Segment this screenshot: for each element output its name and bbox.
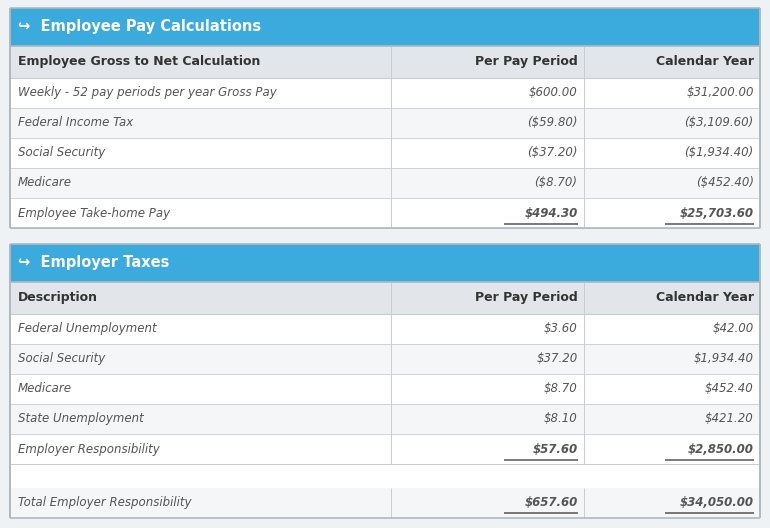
- Text: Per Pay Period: Per Pay Period: [475, 291, 578, 304]
- Text: $37.20: $37.20: [536, 352, 578, 365]
- Bar: [10, 374, 760, 404]
- Bar: [10, 464, 760, 488]
- Bar: [10, 314, 760, 344]
- Text: ($59.80): ($59.80): [527, 116, 578, 129]
- Text: Calendar Year: Calendar Year: [656, 291, 754, 304]
- Text: Employer Responsibility: Employer Responsibility: [18, 442, 159, 456]
- Text: $2,850.00: $2,850.00: [688, 442, 754, 456]
- Text: $34,050.00: $34,050.00: [680, 496, 754, 510]
- Bar: [10, 488, 760, 518]
- Text: $42.00: $42.00: [712, 322, 754, 335]
- Text: Employee Take-home Pay: Employee Take-home Pay: [18, 206, 170, 220]
- Text: $31,200.00: $31,200.00: [686, 86, 754, 99]
- Bar: [10, 282, 760, 314]
- Text: ($452.40): ($452.40): [696, 176, 754, 190]
- Text: $657.60: $657.60: [524, 496, 578, 510]
- Bar: [10, 244, 760, 282]
- Text: Medicare: Medicare: [18, 382, 72, 395]
- Text: $25,703.60: $25,703.60: [680, 206, 754, 220]
- Text: Employee Gross to Net Calculation: Employee Gross to Net Calculation: [18, 55, 260, 68]
- Text: State Unemployment: State Unemployment: [18, 412, 143, 426]
- Text: $57.60: $57.60: [532, 442, 578, 456]
- Bar: [10, 138, 760, 168]
- Bar: [10, 434, 760, 464]
- Bar: [10, 78, 760, 108]
- Bar: [10, 108, 760, 138]
- Bar: [10, 46, 760, 78]
- Text: $421.20: $421.20: [705, 412, 754, 426]
- Text: $452.40: $452.40: [705, 382, 754, 395]
- Bar: [10, 344, 760, 374]
- Bar: [10, 168, 760, 198]
- Text: Federal Income Tax: Federal Income Tax: [18, 116, 133, 129]
- Text: ↪  Employer Taxes: ↪ Employer Taxes: [18, 256, 169, 270]
- Bar: [10, 8, 760, 46]
- Text: $600.00: $600.00: [529, 86, 578, 99]
- Text: ($1,934.40): ($1,934.40): [685, 146, 754, 159]
- Text: ($3,109.60): ($3,109.60): [685, 116, 754, 129]
- Text: $3.60: $3.60: [544, 322, 578, 335]
- Text: Social Security: Social Security: [18, 352, 105, 365]
- Text: Social Security: Social Security: [18, 146, 105, 159]
- Text: Total Employer Responsibility: Total Employer Responsibility: [18, 496, 191, 510]
- Text: ↪  Employee Pay Calculations: ↪ Employee Pay Calculations: [18, 20, 261, 34]
- Text: ($8.70): ($8.70): [534, 176, 578, 190]
- Text: Calendar Year: Calendar Year: [656, 55, 754, 68]
- Text: Federal Unemployment: Federal Unemployment: [18, 322, 156, 335]
- Text: Weekly - 52 pay periods per year Gross Pay: Weekly - 52 pay periods per year Gross P…: [18, 86, 276, 99]
- Text: $1,934.40: $1,934.40: [694, 352, 754, 365]
- Text: ($37.20): ($37.20): [527, 146, 578, 159]
- Text: Medicare: Medicare: [18, 176, 72, 190]
- Bar: [10, 404, 760, 434]
- Text: $8.10: $8.10: [544, 412, 578, 426]
- Text: $494.30: $494.30: [524, 206, 578, 220]
- Text: $8.70: $8.70: [544, 382, 578, 395]
- Text: Per Pay Period: Per Pay Period: [475, 55, 578, 68]
- Text: Description: Description: [18, 291, 98, 304]
- Bar: [10, 198, 760, 228]
